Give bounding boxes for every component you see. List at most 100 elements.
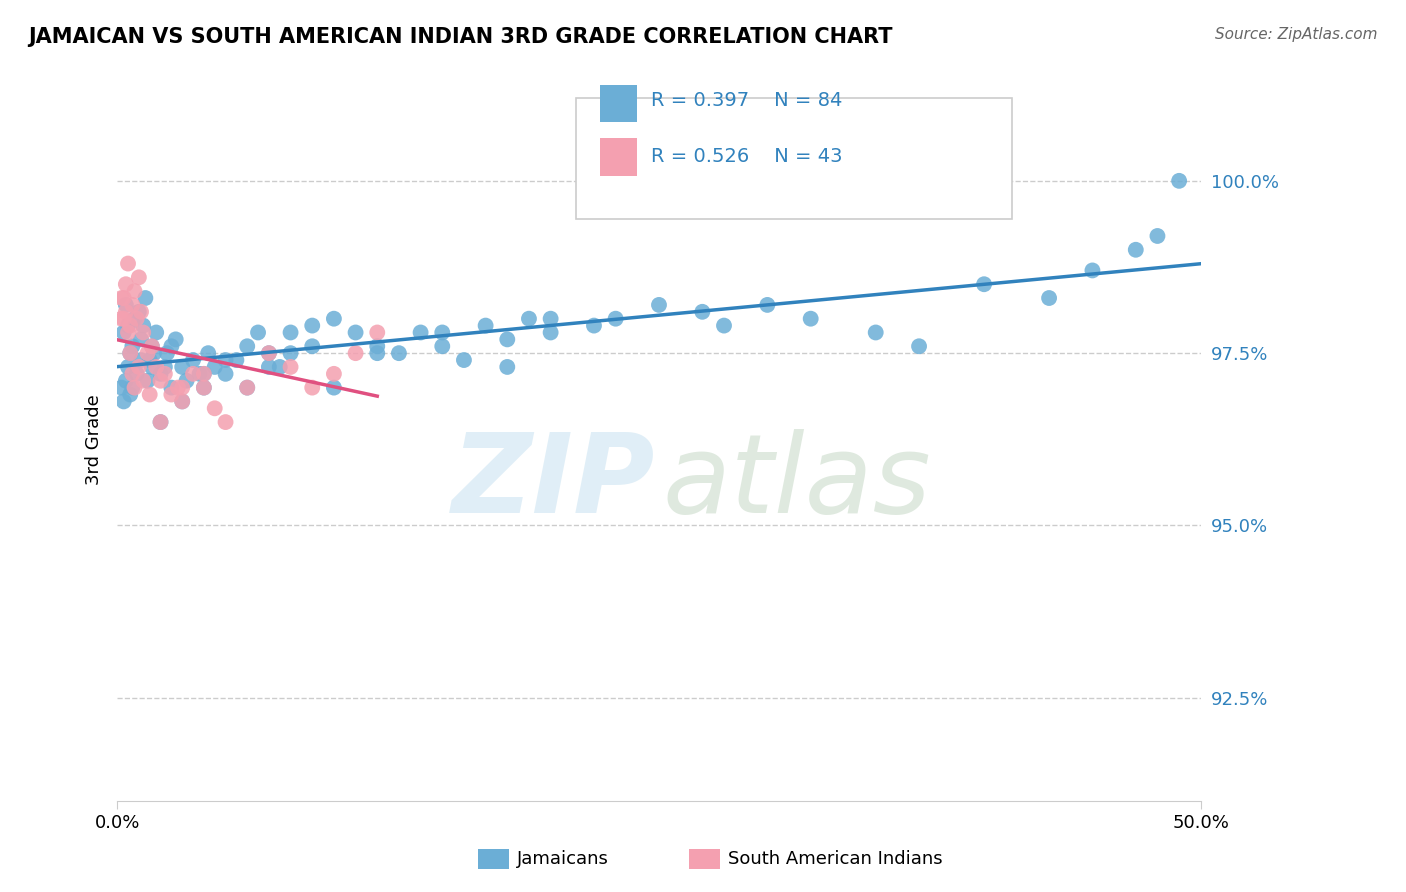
Point	[181, 367, 204, 381]
Point	[156, 346, 179, 360]
Point	[120, 387, 142, 401]
Point	[197, 346, 219, 360]
Point	[713, 318, 735, 333]
Point	[117, 359, 139, 374]
Point	[193, 381, 215, 395]
Point	[128, 270, 150, 285]
Point	[110, 381, 132, 395]
Point	[800, 311, 823, 326]
Point	[124, 311, 146, 326]
Point	[136, 346, 159, 360]
Point	[280, 326, 302, 340]
Point	[110, 311, 132, 326]
Point	[117, 256, 139, 270]
Point	[605, 311, 627, 326]
Text: South American Indians: South American Indians	[728, 850, 943, 868]
Point	[112, 394, 135, 409]
Point	[280, 346, 302, 360]
Point	[128, 305, 150, 319]
Point	[322, 381, 344, 395]
Point	[141, 339, 163, 353]
Point	[474, 318, 496, 333]
Point	[193, 367, 215, 381]
Point	[496, 359, 519, 374]
Point	[120, 346, 142, 360]
Text: R = 0.397    N = 84: R = 0.397 N = 84	[651, 91, 842, 111]
Point	[756, 298, 779, 312]
Point	[117, 318, 139, 333]
Point	[149, 415, 172, 429]
Point	[225, 353, 247, 368]
Point	[153, 359, 176, 374]
Text: R = 0.526    N = 43: R = 0.526 N = 43	[651, 146, 842, 166]
Point	[172, 359, 194, 374]
Point	[236, 381, 259, 395]
Point	[132, 374, 155, 388]
Point	[129, 305, 152, 319]
Point	[214, 367, 236, 381]
Point	[188, 367, 211, 381]
Text: atlas: atlas	[662, 429, 931, 536]
Point	[149, 415, 172, 429]
Point	[366, 339, 388, 353]
Point	[344, 346, 367, 360]
Point	[193, 381, 215, 395]
Point	[160, 381, 183, 395]
Point	[160, 387, 183, 401]
Point	[344, 326, 367, 340]
Point	[125, 367, 148, 381]
Point	[149, 367, 172, 381]
Point	[125, 311, 148, 326]
Point	[121, 339, 143, 353]
Point	[908, 339, 931, 353]
Point	[322, 367, 344, 381]
Point	[141, 359, 163, 374]
Point	[134, 291, 156, 305]
Point	[115, 374, 138, 388]
Point	[112, 326, 135, 340]
Point	[165, 332, 187, 346]
Point	[129, 353, 152, 368]
Point	[145, 326, 167, 340]
Point	[136, 374, 159, 388]
Point	[167, 381, 190, 395]
Point	[1146, 229, 1168, 244]
Point	[214, 353, 236, 368]
Point	[432, 326, 454, 340]
Point	[257, 359, 280, 374]
Point	[432, 339, 454, 353]
Point	[1038, 291, 1060, 305]
Point	[120, 346, 142, 360]
Text: Source: ZipAtlas.com: Source: ZipAtlas.com	[1215, 27, 1378, 42]
Point	[172, 381, 194, 395]
Point	[124, 381, 146, 395]
Point	[117, 326, 139, 340]
Point	[128, 359, 150, 374]
Point	[517, 311, 540, 326]
Point	[115, 277, 138, 292]
Point	[172, 394, 194, 409]
Point	[204, 401, 226, 416]
Point	[149, 374, 172, 388]
Point	[129, 332, 152, 346]
Point	[1168, 174, 1191, 188]
Point	[496, 332, 519, 346]
Point	[1081, 263, 1104, 277]
Text: Jamaicans: Jamaicans	[517, 850, 609, 868]
Point	[143, 346, 166, 360]
Point	[301, 381, 323, 395]
Point	[120, 318, 142, 333]
Point	[692, 305, 714, 319]
Point	[145, 359, 167, 374]
Point	[112, 291, 135, 305]
Point	[366, 326, 388, 340]
Point	[193, 367, 215, 381]
Point	[132, 326, 155, 340]
Point	[269, 359, 291, 374]
Point	[132, 318, 155, 333]
Point	[301, 318, 323, 333]
Point	[388, 346, 411, 360]
Point	[247, 326, 270, 340]
Point	[115, 298, 138, 312]
Point	[214, 415, 236, 429]
